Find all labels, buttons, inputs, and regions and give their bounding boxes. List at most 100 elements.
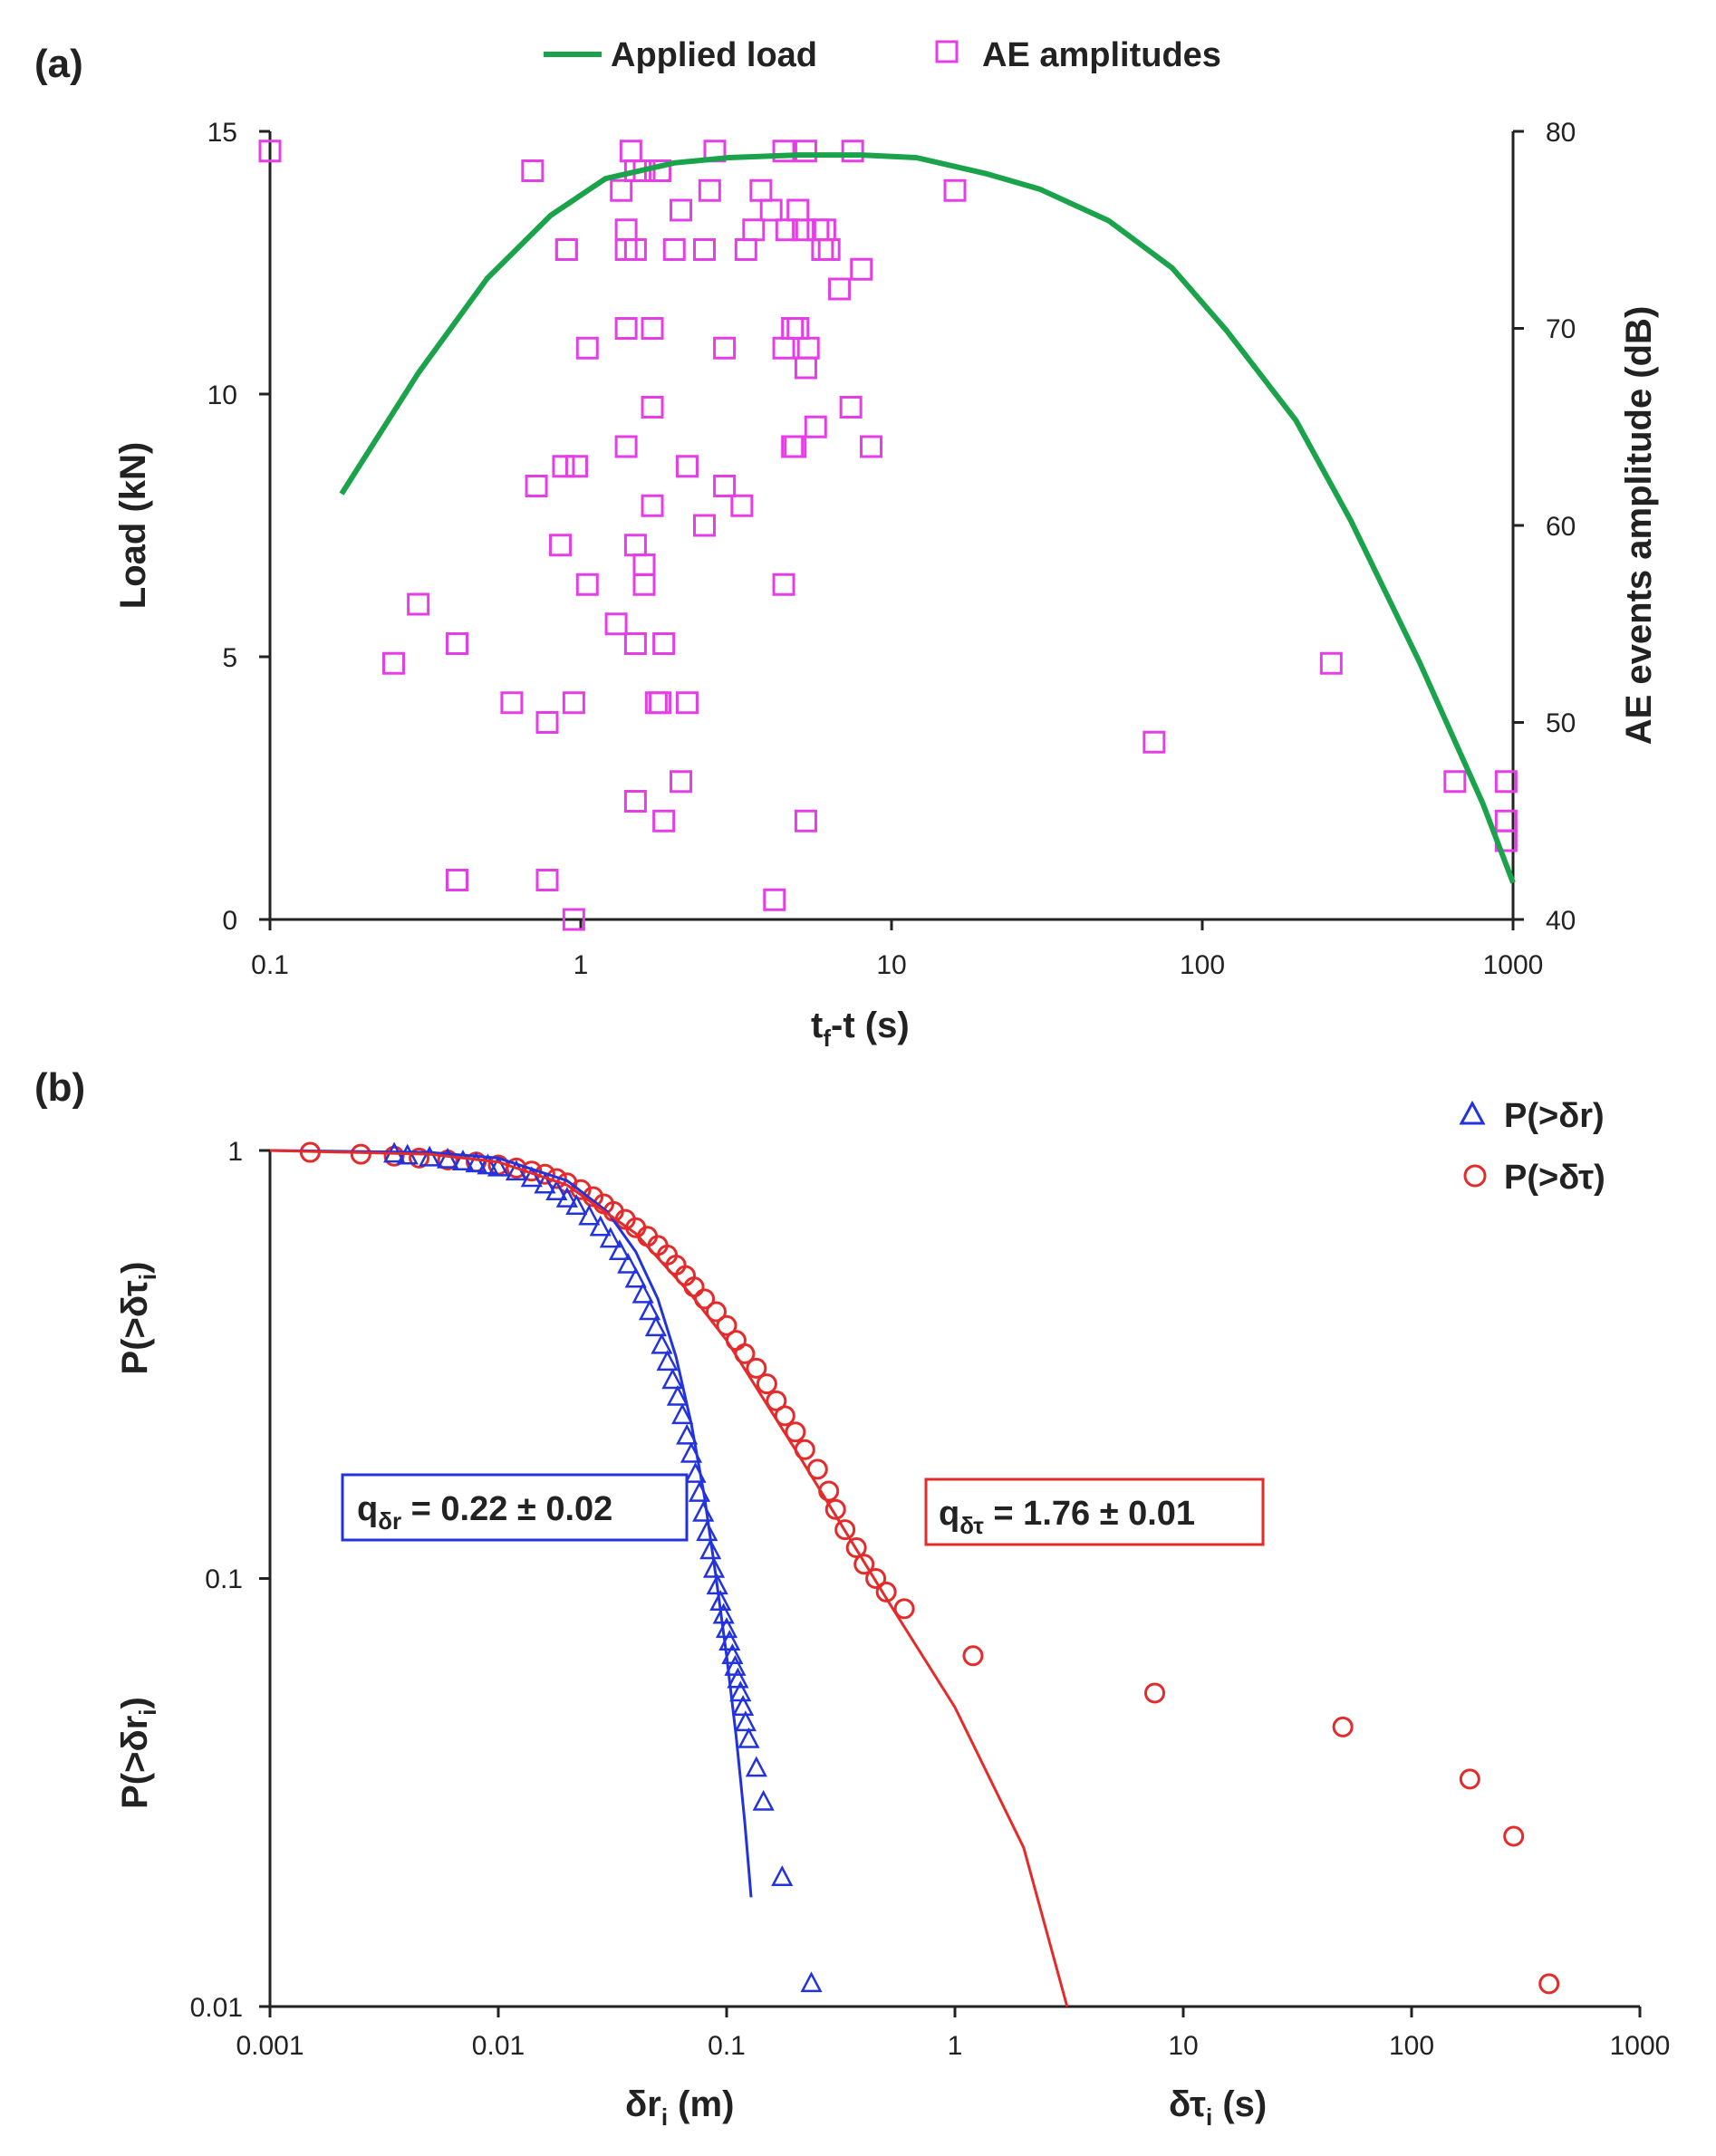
ae-amplitude-point xyxy=(772,140,795,163)
ae-amplitude-point xyxy=(521,159,545,182)
r-point xyxy=(712,1603,735,1624)
ae-amplitude-point xyxy=(446,632,469,655)
ae-amplitude-point xyxy=(794,140,817,163)
tau-point xyxy=(756,1373,777,1395)
b-x-tick-0.1: 0.1 xyxy=(708,2031,746,2061)
tau-point xyxy=(705,1301,727,1323)
ae-amplitude-point xyxy=(734,238,757,261)
r-point xyxy=(578,1204,601,1226)
tau-point xyxy=(818,1480,840,1502)
ae-amplitude-point xyxy=(564,455,588,478)
panel-a: (a) Applied load AE amplitudes 0.1 1 10 … xyxy=(34,36,1659,1052)
r-point xyxy=(800,1971,823,1993)
a-y2-tick-70: 70 xyxy=(1546,314,1576,344)
ae-amplitude-point xyxy=(841,140,864,163)
q-tau-main: q xyxy=(939,1495,959,1533)
a-x-tick-100: 100 xyxy=(1180,950,1225,980)
r-point xyxy=(545,1179,568,1201)
ae-amplitude-point xyxy=(806,218,830,242)
ae-amplitude-point xyxy=(258,140,282,163)
legend-r-label: P(>δr) xyxy=(1504,1097,1605,1135)
r-point xyxy=(732,1695,755,1716)
tau-point xyxy=(716,1314,737,1336)
a-x-tick-0.1: 0.1 xyxy=(251,950,289,980)
a-x-tick-1: 1 xyxy=(574,950,589,980)
r-point xyxy=(651,1333,673,1354)
panel-b-plot xyxy=(269,1141,1560,2007)
panel-b-x-title-left: δri (m) xyxy=(625,2084,734,2131)
b-y-upper-rest: ) xyxy=(115,1262,155,1274)
r-point xyxy=(671,1403,694,1425)
ae-amplitude-point xyxy=(670,198,693,222)
panel-a-y-tick-labels: 0 5 10 15 xyxy=(207,118,237,936)
ae-amplitude-point xyxy=(860,435,883,458)
tau-point xyxy=(746,1357,767,1379)
r-point xyxy=(617,1252,640,1274)
ae-amplitude-point xyxy=(792,218,815,242)
ae-amplitude-point xyxy=(562,908,585,931)
panel-a-legend: Applied load AE amplitudes xyxy=(544,36,1221,74)
b-x-tick-1: 1 xyxy=(948,2031,963,2061)
annotation-q-r-box xyxy=(341,1473,689,1542)
ae-amplitude-point xyxy=(614,218,638,242)
ae-amplitude-point xyxy=(675,691,699,715)
ae-amplitude-point xyxy=(535,869,559,891)
r-point xyxy=(565,1194,588,1216)
panel-a-ticks xyxy=(259,130,1524,930)
annotation-q-tau-box xyxy=(924,1477,1265,1546)
ae-amplitude-point xyxy=(1443,770,1467,794)
ae-amplitude-point xyxy=(794,356,817,380)
ae-amplitude-point xyxy=(670,770,693,794)
legend-load-label: Applied load xyxy=(611,36,817,74)
q-r-sub: δr xyxy=(378,1507,401,1535)
q-tau-sub: δτ xyxy=(959,1512,984,1539)
a-x-title-main: t xyxy=(811,1006,823,1045)
ae-amplitude-point xyxy=(623,790,647,813)
b-y-upper-main: P(>δτ xyxy=(115,1280,155,1375)
b-x-left-sub: i xyxy=(661,2103,668,2131)
ae-amplitude-point xyxy=(562,691,585,715)
a-y-tick-10: 10 xyxy=(207,380,237,410)
a-x-tick-10: 10 xyxy=(876,950,906,980)
tau-point xyxy=(834,1519,856,1541)
b-x-right-sub: i xyxy=(1206,2103,1212,2131)
ae-amplitude-point xyxy=(730,494,754,517)
a-y2-tick-60: 60 xyxy=(1546,512,1576,542)
ae-amplitude-point xyxy=(943,178,967,202)
a-x-title-rest: -t (s) xyxy=(831,1006,910,1045)
ae-amplitude-point xyxy=(575,573,599,596)
tau-point xyxy=(845,1537,867,1559)
ae-amplitude-point xyxy=(552,455,575,478)
ae-amplitude-point xyxy=(662,238,686,261)
legend-r-swatch xyxy=(1459,1100,1486,1125)
ae-amplitude-point xyxy=(632,573,656,596)
ae-amplitude-point xyxy=(713,475,737,497)
a-y-tick-5: 5 xyxy=(222,643,237,673)
a-y-tick-0: 0 xyxy=(222,906,237,936)
ae-amplitude-point xyxy=(549,534,573,557)
ae-amplitude-point xyxy=(811,238,834,261)
r-point xyxy=(661,1368,684,1390)
r-point xyxy=(589,1215,612,1237)
a-x-tick-1000: 1000 xyxy=(1483,950,1544,980)
b-x-left-main: δr xyxy=(625,2084,661,2124)
ae-amplitude-point xyxy=(535,711,559,734)
ae-amplitude-point xyxy=(813,218,836,242)
r-point xyxy=(771,1865,794,1887)
ae-amplitude-point xyxy=(1319,651,1343,675)
r-point xyxy=(437,1147,459,1169)
r-point xyxy=(520,1166,543,1188)
panel-a-x-tick-labels: 0.1 1 10 100 1000 xyxy=(251,950,1543,980)
ae-amplitude-point xyxy=(786,198,810,222)
ae-amplitude-point xyxy=(525,475,548,497)
ae-amplitude-point xyxy=(641,396,664,419)
r-point xyxy=(666,1384,689,1406)
a-x-title-sub: f xyxy=(823,1025,831,1052)
b-y-lower-sub: i xyxy=(134,1708,161,1715)
panel-b: (b) P(>δr) P(>δτ) 0.001 0.01 0.1 1 10 10… xyxy=(34,1065,1670,2131)
panel-b-ticks xyxy=(259,1149,1642,2017)
ae-amplitude-point xyxy=(632,553,656,576)
ae-amplitude-point xyxy=(759,198,783,222)
ae-amplitude-point xyxy=(786,317,810,340)
